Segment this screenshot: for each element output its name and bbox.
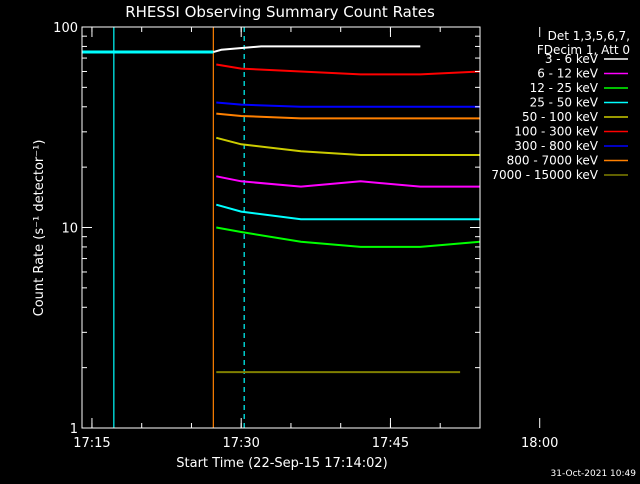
legend-label-3: 12 - 25 keV — [530, 81, 599, 95]
legend-label-4: 25 - 50 keV — [530, 96, 599, 110]
x-tick-label: 17:45 — [372, 436, 409, 451]
plot-area — [82, 27, 481, 428]
legend-label-8: 800 - 7000 keV — [507, 154, 599, 168]
y-tick-label: 1 — [70, 422, 78, 437]
series-8-segment-1 — [216, 112, 480, 120]
footer-timestamp: 31-Oct-2021 10:49 — [551, 469, 637, 479]
y-axis-label: Count Rate (s⁻¹ detector⁻¹) — [32, 140, 47, 317]
series-3-segment-1 — [216, 226, 481, 248]
x-tick-label: 18:00 — [521, 436, 558, 451]
legend: Det 1,3,5,6,7, FDecim 1, Att 0 3 - 6 keV… — [491, 29, 630, 182]
legend-label-9: 7000 - 15000 keV — [491, 168, 598, 182]
x-tick-label: 17:15 — [73, 436, 110, 451]
legend-label-2: 6 - 12 keV — [537, 67, 599, 81]
legend-label-7: 300 - 800 keV — [514, 139, 598, 153]
legend-header-line-2: FDecim 1, Att 0 — [537, 43, 630, 57]
y-tick-label: 100 — [53, 21, 78, 36]
series-6-segment-1 — [216, 63, 481, 76]
series-2-segment-1 — [216, 175, 480, 188]
x-tick-label: 17:30 — [222, 436, 259, 451]
series-1-segment-1 — [213, 45, 421, 54]
series-7-segment-1 — [216, 101, 480, 108]
y-axis: 1 10 100 — [53, 21, 480, 437]
legend-label-6: 100 - 300 keV — [514, 125, 598, 139]
legend-label-1: 3 - 6 keV — [545, 52, 599, 66]
y-tick-label: 10 — [61, 222, 78, 237]
series-5-segment-1 — [216, 136, 480, 156]
legend-header-line-1: Det 1,3,5,6,7, — [548, 29, 630, 43]
plot-frame — [81, 26, 481, 429]
chart-title: RHESSI Observing Summary Count Rates — [125, 3, 435, 21]
x-axis-label: Start Time (22-Sep-15 17:14:02) — [176, 456, 387, 471]
series-4-segment-1 — [216, 203, 480, 221]
legend-label-5: 50 - 100 keV — [522, 110, 599, 124]
